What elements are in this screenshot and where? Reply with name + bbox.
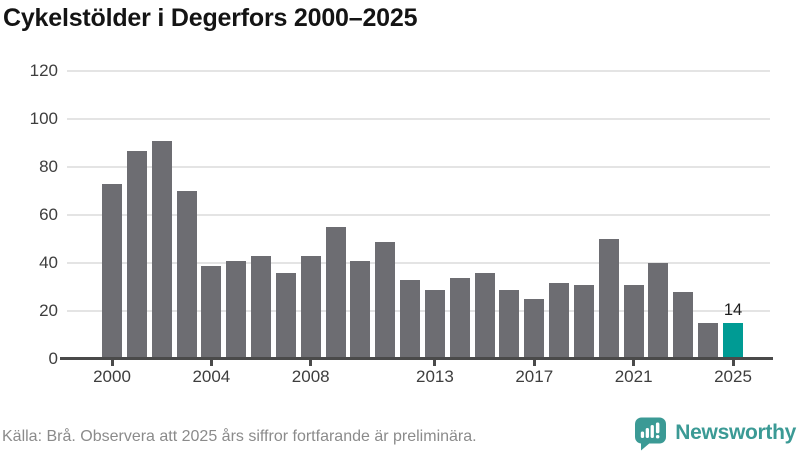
bar-2007: [275, 273, 296, 357]
x-tick-label-2021: 2021: [614, 367, 653, 386]
newsworthy-logo[interactable]: Newsworthy: [634, 416, 796, 451]
bar-2024: [698, 323, 719, 357]
x-tick-2021: [632, 360, 636, 366]
bar-2009: [325, 227, 346, 357]
bar-2014: [449, 277, 470, 357]
x-tick-label-2008: 2008: [291, 367, 330, 386]
gridline-y-80: [67, 166, 770, 168]
gridline-y-40: [67, 262, 770, 264]
newsworthy-logo-icon: [634, 416, 668, 451]
bar-2019: [573, 285, 594, 357]
bar-2017: [524, 299, 545, 357]
bar-2006: [251, 256, 272, 357]
x-tick-2025: [731, 360, 735, 366]
bar-2022: [648, 263, 669, 357]
chart-title: Cykelstölder i Degerfors 2000–2025: [3, 4, 418, 32]
x-tick-label-2025: 2025: [714, 367, 752, 386]
x-tick-label-2000: 2000: [93, 367, 131, 386]
x-tick-2000: [110, 360, 114, 366]
y-tick-label-20: 20: [39, 301, 58, 320]
gridline-y-60: [67, 214, 770, 216]
y-tick-label-0: 0: [48, 349, 58, 368]
footer: Källa: Brå. Observera att 2025 års siffr…: [2, 416, 796, 451]
bar-2003: [176, 191, 197, 357]
x-tick-label-2013: 2013: [415, 367, 454, 386]
source-note: Källa: Brå. Observera att 2025 års siffr…: [2, 428, 477, 445]
bar-2001: [126, 150, 147, 357]
bar-2008: [300, 256, 321, 357]
bar-2010: [350, 261, 371, 357]
x-tick-2013: [433, 360, 437, 366]
bar-2020: [598, 239, 619, 357]
bar-2015: [474, 273, 495, 357]
bar-2002: [151, 141, 172, 357]
y-tick-label-60: 60: [39, 205, 58, 224]
x-axis-line: [60, 357, 773, 360]
bar-2021: [623, 285, 644, 357]
bar-2013: [424, 289, 445, 357]
bar-2012: [400, 280, 421, 357]
gridline-y-120: [67, 70, 770, 72]
y-tick-label-40: 40: [39, 253, 58, 272]
bar-2011: [375, 241, 396, 357]
bar-2018: [549, 282, 570, 357]
x-tick-2008: [309, 360, 313, 366]
y-tick-label-120: 120: [29, 61, 58, 80]
bar-2005: [226, 261, 247, 357]
y-tick-label-80: 80: [39, 157, 58, 176]
bar-2016: [499, 289, 520, 357]
x-tick-2017: [532, 360, 536, 366]
highlight-value-label: 14: [723, 301, 743, 320]
bar-2023: [673, 292, 694, 357]
y-tick-label-100: 100: [29, 109, 58, 128]
x-tick-label-2004: 2004: [192, 367, 231, 386]
bar-2000: [102, 184, 122, 357]
x-tick-label-2017: 2017: [515, 367, 554, 386]
x-tick-2004: [209, 360, 213, 366]
plot-area: 0 20 40 60 80 100 120 2000 2004 2008 2013 2017 2021 2…: [30, 61, 773, 386]
bar-2025: [723, 323, 743, 357]
newsworthy-logo-text: Newsworthy: [675, 421, 796, 444]
gridline-y-100: [67, 118, 770, 120]
bar-2004: [201, 265, 222, 357]
